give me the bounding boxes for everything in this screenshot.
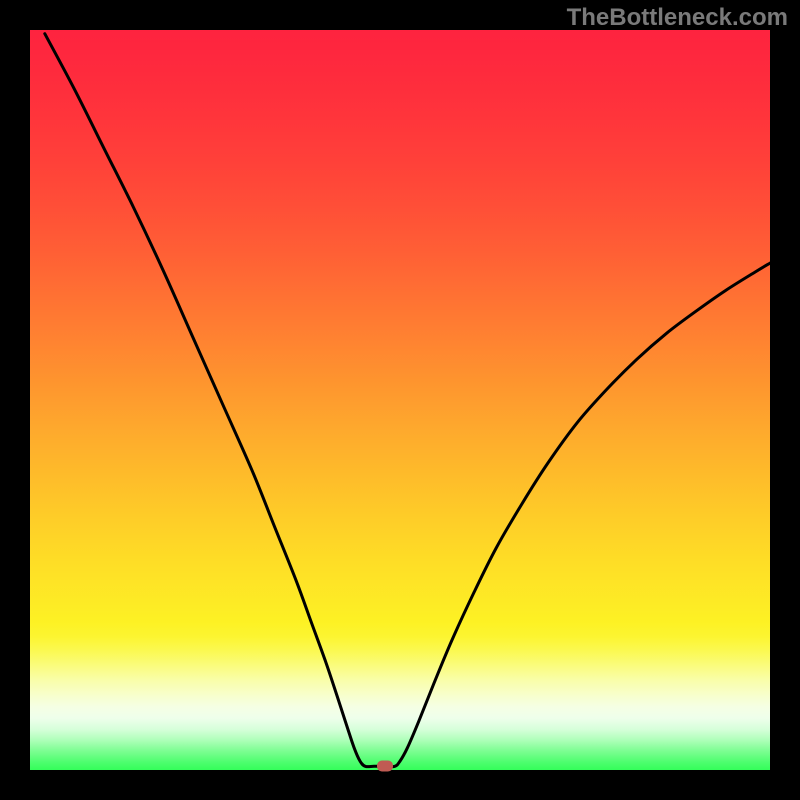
watermark-text: TheBottleneck.com: [567, 4, 788, 32]
background-gradient: [30, 30, 770, 770]
plot-area: [30, 30, 770, 770]
optimal-point-marker: [377, 761, 393, 772]
chart-frame: TheBottleneck.com: [0, 0, 800, 800]
